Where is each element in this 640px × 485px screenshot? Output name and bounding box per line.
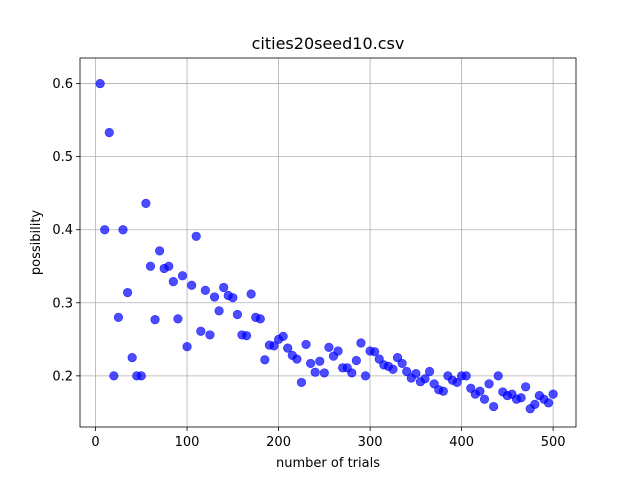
data-point [438, 386, 448, 396]
data-point [95, 78, 105, 89]
data-point [228, 293, 238, 303]
data-point [324, 342, 334, 352]
data-point [209, 292, 220, 302]
data-point [292, 354, 302, 364]
data-point [260, 355, 270, 365]
data-point [301, 339, 311, 350]
data-point [347, 368, 357, 378]
chart-title: cities20seed10.csv [252, 34, 405, 53]
data-point [145, 261, 156, 271]
data-point [319, 368, 329, 378]
data-point [306, 358, 316, 369]
x-tick-label: 200 [266, 435, 291, 450]
axis-ticks: 0 100 200 300 400 500 0.2 0.3 0.4 0.5 0.6 [52, 77, 565, 450]
data-point [141, 198, 151, 209]
data-point [255, 314, 265, 324]
data-point [191, 231, 201, 241]
data-point [475, 386, 485, 396]
data-point [118, 225, 128, 235]
x-tick-label: 0 [91, 435, 99, 450]
data-point [356, 338, 366, 348]
data-point [205, 330, 215, 340]
data-point [164, 261, 174, 271]
data-point [127, 352, 137, 363]
data-point [182, 342, 192, 352]
y-tick-label: 0.3 [52, 296, 73, 311]
data-point [420, 374, 430, 384]
data-point [530, 399, 540, 409]
y-axis-label: possibility [29, 210, 44, 276]
data-point [200, 285, 210, 295]
data-point [452, 377, 462, 388]
data-point [351, 355, 361, 366]
y-tick-label: 0.2 [52, 369, 73, 384]
data-point [104, 127, 114, 138]
data-point [516, 393, 526, 403]
data-point [333, 346, 343, 356]
data-point [296, 377, 307, 388]
x-axis-label: number of trials [276, 456, 380, 471]
data-point [388, 364, 398, 374]
data-point [310, 367, 320, 377]
y-tick-label: 0.6 [52, 77, 73, 92]
data-point [246, 289, 256, 299]
data-point [196, 326, 206, 336]
data-point [461, 371, 471, 381]
data-point [136, 371, 146, 381]
data-point [219, 282, 229, 293]
data-point [177, 271, 188, 281]
data-point [484, 379, 494, 389]
grid-lines [80, 58, 576, 427]
x-tick-label: 400 [449, 435, 474, 450]
data-point [370, 347, 380, 357]
data-point [479, 394, 490, 404]
data-point [155, 246, 165, 256]
data-point [168, 276, 178, 287]
plot-frame [79, 57, 577, 428]
data-point [411, 369, 421, 379]
data-point [283, 343, 293, 353]
data-point [269, 341, 279, 351]
data-points [95, 78, 558, 414]
data-point [489, 401, 499, 412]
data-point [241, 331, 252, 341]
data-point [402, 366, 412, 377]
x-tick-label: 500 [541, 435, 566, 450]
data-point [122, 287, 133, 298]
data-point [548, 389, 558, 399]
x-tick-label: 300 [358, 435, 383, 450]
y-tick-label: 0.4 [52, 223, 73, 238]
y-tick-label: 0.5 [52, 150, 73, 165]
data-point [424, 366, 435, 377]
data-point [150, 314, 160, 325]
data-point [100, 225, 110, 235]
data-point [521, 382, 531, 392]
data-point [543, 398, 554, 408]
data-point [113, 312, 124, 322]
data-point [315, 356, 325, 366]
data-point [173, 314, 183, 324]
data-point [397, 358, 407, 369]
data-point [187, 280, 197, 290]
data-point [214, 306, 224, 316]
data-point [232, 309, 243, 320]
data-point [109, 371, 119, 381]
data-point [493, 371, 503, 381]
data-point [278, 331, 288, 341]
x-tick-label: 100 [175, 435, 200, 450]
data-point [360, 371, 371, 381]
